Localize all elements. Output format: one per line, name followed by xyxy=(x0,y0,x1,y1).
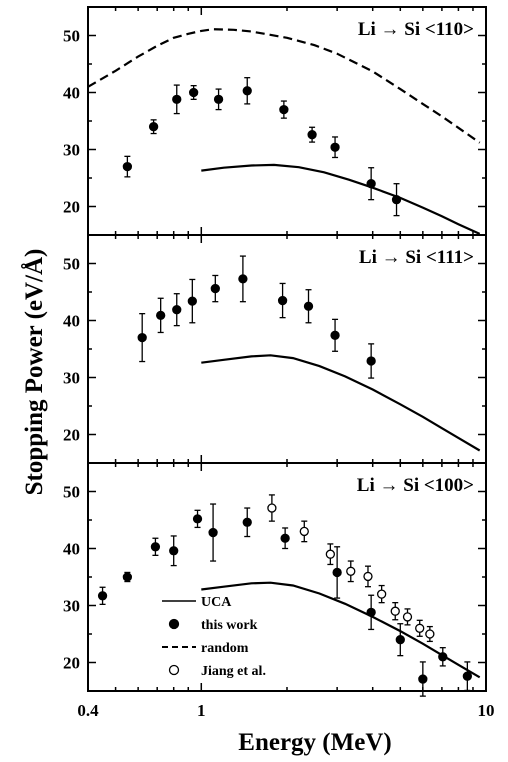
this-work-point xyxy=(395,635,405,645)
jiang-point xyxy=(299,526,309,537)
jiang-point xyxy=(346,566,356,576)
y-tick-label: 30 xyxy=(63,141,80,160)
uca-curve xyxy=(201,163,481,235)
jiang-point xyxy=(402,612,413,622)
legend-label: random xyxy=(201,641,249,656)
y-tick-label: 40 xyxy=(63,84,80,103)
this-work-point xyxy=(238,274,248,284)
this-work-point xyxy=(122,572,133,582)
this-work-point xyxy=(242,517,252,527)
legend: UCA this work random Jiang et al. xyxy=(162,595,266,679)
this-work-series xyxy=(137,255,376,379)
this-work-point xyxy=(150,542,161,552)
y-tick-label: 30 xyxy=(63,597,80,616)
this-work-point xyxy=(462,671,473,681)
y-tick-label: 50 xyxy=(63,483,80,502)
legend-jiang-swatch xyxy=(168,664,180,676)
plot-area: 20 30 40 50 Li → Si <110> 20 30 40 50 Li → Si <11… xyxy=(63,6,495,720)
panel-label: Li → Si <111> xyxy=(359,247,474,268)
y-tick-label: 30 xyxy=(63,369,80,388)
this-work-point xyxy=(172,94,182,104)
this-work-point xyxy=(307,130,317,140)
x-tick-label: 10 xyxy=(478,701,495,720)
y-tick-label: 20 xyxy=(63,426,80,445)
x-tick-label: 1 xyxy=(197,701,206,720)
this-work-point xyxy=(208,527,218,538)
jiang-point xyxy=(363,571,373,582)
y-axis-title: Stopping Power (eV/Å) xyxy=(20,249,48,496)
jiang-point xyxy=(425,629,435,639)
this-work-point xyxy=(156,310,166,321)
y-tick-label: 50 xyxy=(63,255,80,274)
uca-curve xyxy=(201,581,481,679)
uca-curve xyxy=(201,354,481,452)
y-tick-label: 50 xyxy=(63,27,80,46)
jiang-point xyxy=(267,503,277,513)
this-work-point xyxy=(192,514,203,524)
this-work-point xyxy=(332,567,342,578)
panel-3: 20 30 40 50 Li → Si <100> xyxy=(63,462,487,697)
legend-label: UCA xyxy=(201,595,232,610)
x-tick-label: 0.4 xyxy=(77,701,99,720)
this-work-point xyxy=(172,305,182,315)
this-work-point xyxy=(122,161,133,172)
panel-label: Li → Si <100> xyxy=(357,475,474,496)
jiang-point xyxy=(325,549,336,559)
this-work-point xyxy=(242,86,252,96)
this-work-point xyxy=(213,94,224,104)
panel-frame xyxy=(87,462,487,692)
legend-label: Jiang et al. xyxy=(201,664,266,679)
panel-label: Li → Si <110> xyxy=(358,19,474,40)
this-work-point xyxy=(188,87,199,98)
this-work-point xyxy=(277,295,288,306)
this-work-series xyxy=(97,503,473,697)
y-tick-label: 20 xyxy=(63,654,80,673)
jiang-point xyxy=(376,589,387,599)
y-tick-label: 40 xyxy=(63,312,80,331)
this-work-point xyxy=(418,674,428,684)
legend-this-work-swatch xyxy=(168,618,180,630)
x-axis-title: Energy (MeV) xyxy=(238,729,391,756)
this-work-point xyxy=(187,296,197,306)
legend-label: this work xyxy=(201,618,258,633)
jiang-point xyxy=(390,606,400,616)
panel-frame xyxy=(87,6,487,236)
this-work-point xyxy=(137,332,147,343)
this-work-series xyxy=(122,77,402,217)
y-tick-label: 40 xyxy=(63,540,80,559)
this-work-point xyxy=(280,533,290,543)
this-work-point xyxy=(330,142,340,152)
panel-frame xyxy=(87,234,487,464)
panel-1: 20 30 40 50 Li → Si <110> xyxy=(63,6,487,236)
this-work-point xyxy=(97,591,108,601)
this-work-point xyxy=(210,283,220,294)
this-work-point xyxy=(330,330,340,340)
jiang-point xyxy=(415,623,425,633)
this-work-point xyxy=(148,122,159,132)
this-work-point xyxy=(169,546,179,556)
this-work-point xyxy=(279,104,289,115)
random-curve xyxy=(87,28,481,144)
jiang-series xyxy=(267,494,435,643)
this-work-point xyxy=(303,301,314,311)
panel-2: 20 30 40 50 Li → Si <111> xyxy=(63,234,487,464)
y-tick-label: 20 xyxy=(63,198,80,217)
this-work-point xyxy=(366,356,376,366)
